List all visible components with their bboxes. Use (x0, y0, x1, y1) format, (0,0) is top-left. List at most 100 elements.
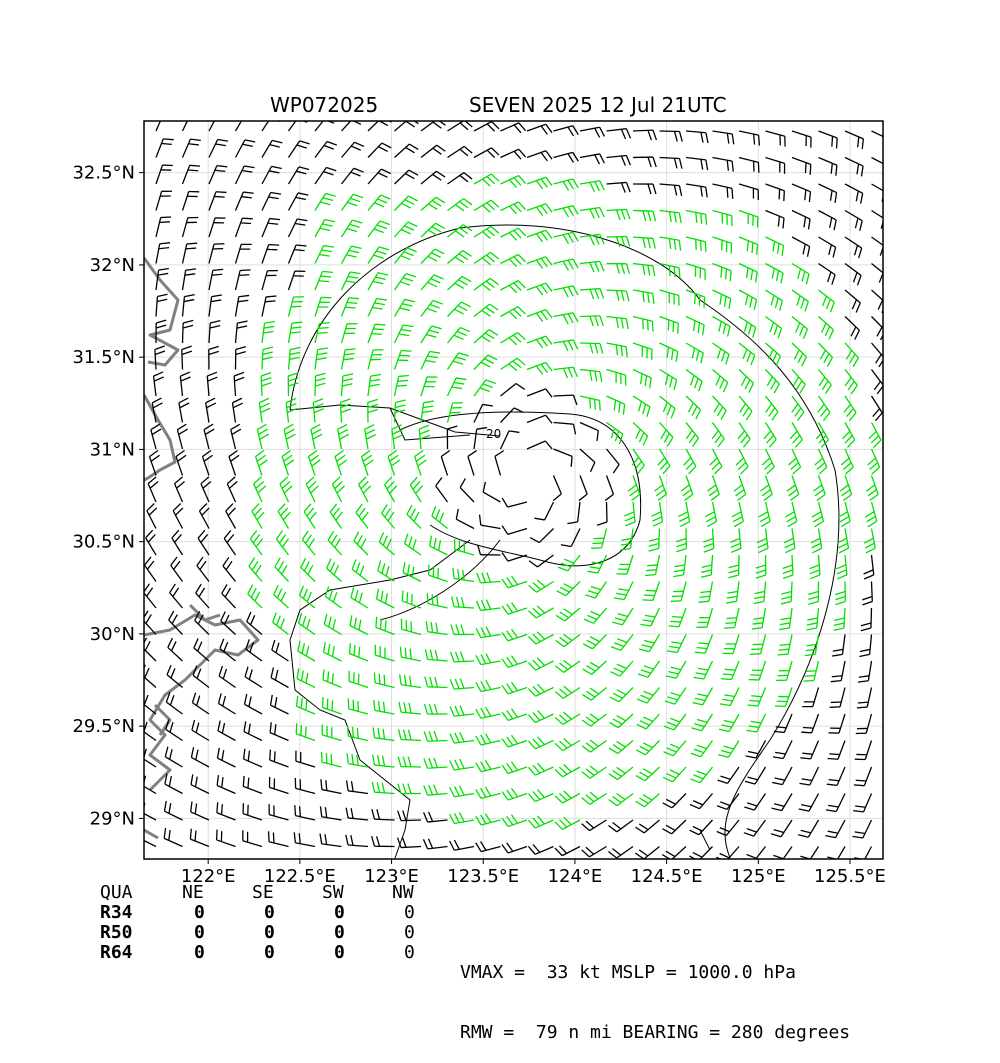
wind-barb (580, 449, 595, 462)
wind-barb (269, 787, 288, 793)
wind-barb (867, 688, 871, 708)
wind-barb (236, 297, 239, 317)
wind-barb (474, 252, 491, 263)
wind-barb (223, 566, 236, 582)
wind-barb (190, 839, 209, 846)
wind-barb (262, 114, 273, 131)
wind-barb (395, 144, 410, 157)
wind-barb (183, 165, 190, 184)
x-tick-label: 123.5°E (447, 866, 519, 887)
wind-barb (864, 767, 871, 786)
wind-barb (766, 158, 785, 164)
wind-barb (207, 376, 209, 396)
wind-barb (262, 271, 267, 290)
wind-barb (156, 297, 157, 317)
radii-row-label: R64 (100, 943, 133, 963)
wind-barb (405, 544, 421, 555)
wind-barb (527, 389, 546, 396)
wind-barb (236, 166, 245, 184)
wind-barb (845, 290, 860, 303)
wind-barb (209, 166, 217, 184)
wind-barb (421, 326, 432, 343)
wind-barb (156, 139, 163, 158)
wind-barb (617, 847, 633, 858)
wind-barb (218, 731, 236, 741)
wind-barb (156, 244, 160, 264)
wind-barb (236, 323, 238, 343)
wind-barb (701, 741, 713, 757)
y-tick-label: 31°N (90, 439, 135, 460)
radii-row-label: R34 (100, 903, 133, 923)
wind-barb (197, 566, 209, 582)
wind-barb (183, 113, 192, 131)
wind-barb (342, 168, 354, 184)
wind-barb (766, 131, 785, 136)
wind-barb (839, 714, 845, 733)
wind-barb (348, 791, 368, 794)
wind-barb (144, 592, 156, 608)
wind-barb (441, 456, 447, 475)
wind-barb (368, 143, 382, 157)
wind-barb (792, 184, 810, 192)
wind-barb (819, 237, 836, 247)
wind-barb (272, 650, 289, 661)
wind-barb (842, 635, 845, 655)
wind-barb (289, 219, 298, 237)
wind-barb (563, 741, 580, 751)
wind-barb (322, 790, 342, 794)
wind-barb (872, 396, 883, 413)
wind-barb (156, 191, 162, 210)
wind-barb (262, 192, 271, 210)
x-tick-label: 125°E (731, 866, 786, 887)
wind-barb (617, 820, 633, 832)
wind-barb (607, 182, 627, 184)
wind-barb (262, 166, 272, 184)
wind-barb (792, 290, 808, 302)
wind-barb (269, 815, 288, 820)
wind-barb (845, 131, 863, 139)
wind-barb (273, 622, 289, 634)
y-tick-label: 31.5°N (72, 347, 135, 368)
wind-barb (401, 820, 421, 821)
wind-barb (870, 635, 872, 655)
wind-barb (792, 158, 811, 165)
wind-barb (166, 729, 183, 740)
wind-barb (845, 343, 858, 358)
wind-barb (838, 741, 845, 760)
wind-barb (164, 838, 182, 846)
wind-barb (156, 218, 161, 237)
wind-barb (792, 211, 810, 220)
wind-barb (395, 299, 405, 316)
wind-barb (209, 297, 212, 317)
wind-barb (644, 847, 660, 860)
wind-barb (172, 538, 183, 555)
wind-barb (368, 169, 381, 184)
wind-barb (262, 245, 269, 264)
wind-barb (243, 841, 262, 847)
wind-barb (183, 218, 188, 237)
wind-barb (278, 511, 288, 528)
wind-barb (342, 142, 355, 157)
wind-barb (501, 383, 517, 396)
wind-barb (183, 297, 185, 317)
wind-barb (872, 555, 874, 575)
wind-barb (145, 565, 156, 581)
wind-barb (474, 429, 477, 449)
y-tick-label: 29°N (90, 808, 135, 829)
wind-barb (179, 403, 183, 423)
wind-barb (508, 555, 527, 561)
wind-barb (813, 688, 819, 707)
wind-barb (182, 350, 183, 370)
wind-barb (428, 820, 448, 822)
wind-barb (275, 567, 289, 582)
radii-value: 0 (404, 943, 415, 963)
wind-barb (782, 767, 792, 785)
wind-barb (140, 702, 156, 714)
wind-barb (236, 192, 244, 210)
wind-barb (739, 158, 758, 163)
wind-barb (271, 705, 289, 714)
wind-barb (141, 674, 156, 687)
wind-barb (590, 820, 607, 831)
wind-barb (754, 794, 765, 811)
